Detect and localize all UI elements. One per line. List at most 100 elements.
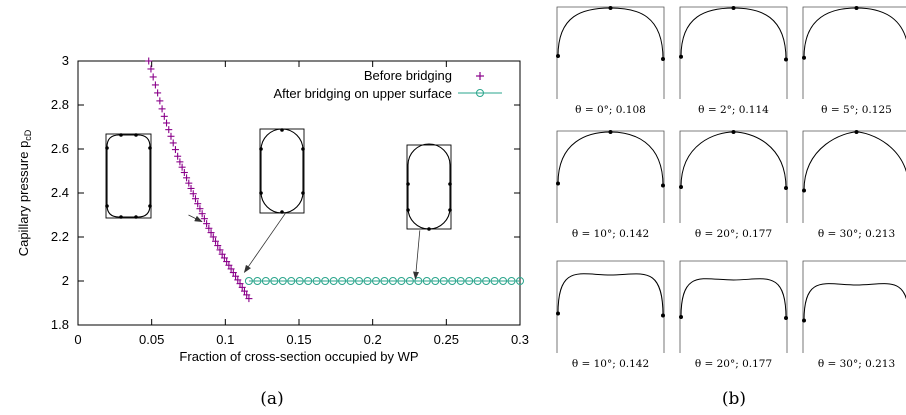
contact-point-top <box>731 130 736 134</box>
pore-wall <box>679 260 788 343</box>
contact-point-top <box>608 6 613 10</box>
point-before-bridging <box>220 254 228 262</box>
point-before-bridging <box>151 81 159 89</box>
legend-marker-circle-line <box>458 89 502 97</box>
pore-wall <box>556 6 665 89</box>
meniscus-curve <box>680 278 787 319</box>
legend-marker-plus <box>476 72 484 80</box>
panel-label: θ = 20°; 0.177 <box>695 358 772 370</box>
point-before-bridging <box>176 158 184 166</box>
contact-point-right <box>661 183 665 188</box>
legend-label-before-bridging: Before bridging <box>364 68 452 83</box>
point-after-bridging <box>304 277 313 285</box>
point-before-bridging <box>238 283 246 291</box>
point-after-bridging <box>321 277 330 285</box>
point-after-bridging <box>405 277 414 285</box>
diagram-panel: θ = 30°; 0.213 <box>802 130 906 240</box>
point-after-bridging <box>422 277 431 285</box>
x-axis-ticks: 0 0.05 0.1 0.15 0.2 0.25 0.3 <box>74 61 529 347</box>
contact-point-left <box>679 185 683 189</box>
contact-point-left <box>679 315 683 319</box>
contact-point-left <box>556 54 560 58</box>
pore-wall <box>802 260 906 343</box>
contact-point-right <box>661 313 665 318</box>
diagram-panel: θ = 10°; 0.142 <box>556 260 665 370</box>
x-tick-label: 0 <box>74 332 81 347</box>
pore-wall <box>679 130 788 213</box>
annotation-arrow <box>243 212 287 274</box>
diagram-b: θ = 0°; 0.108 θ = 2°; 0.114 θ = 5°; 0.125 θ… <box>556 6 906 370</box>
x-tick-label: 0.05 <box>139 332 164 347</box>
point-after-bridging <box>431 277 440 285</box>
annotation-arrows <box>188 212 421 280</box>
inset-bridged-shape <box>406 143 452 231</box>
y-tick-label: 2 <box>62 273 69 288</box>
point-before-bridging <box>185 179 193 187</box>
annotation-arrow <box>188 214 203 223</box>
point-after-bridging <box>371 277 380 285</box>
point-before-bridging <box>189 190 197 198</box>
annotation-arrow <box>413 230 421 280</box>
point-before-bridging <box>218 250 226 258</box>
y-axis-ticks: 1.8 2 2.2 2.4 2.6 2.8 3 <box>51 53 520 332</box>
point-before-bridging <box>158 105 166 113</box>
contact-point-top <box>854 6 859 10</box>
point-after-bridging <box>261 277 270 285</box>
diagram-panel: θ = 30°; 0.213 <box>802 260 906 370</box>
point-before-bridging <box>227 265 235 273</box>
contact-point-left <box>802 55 806 60</box>
point-after-bridging <box>507 277 516 285</box>
point-after-bridging <box>456 277 465 285</box>
point-after-bridging <box>278 277 287 285</box>
point-after-bridging <box>244 277 253 285</box>
point-after-bridging <box>490 277 499 285</box>
point-after-bridging <box>473 277 482 285</box>
point-after-bridging <box>448 277 457 285</box>
meniscus-curve <box>557 7 664 60</box>
contact-point-top <box>731 6 736 10</box>
contact-point-left <box>802 318 806 323</box>
y-axis-label: Capillary pressure pcD <box>16 129 33 256</box>
meniscus-curve <box>803 131 906 191</box>
contact-point-right <box>784 57 788 62</box>
point-after-bridging <box>499 277 508 285</box>
y-axis-label-subscript: cD <box>23 129 33 141</box>
meniscus-curve <box>557 131 664 186</box>
point-before-bridging <box>183 174 191 182</box>
panel-label: θ = 30°; 0.213 <box>818 228 895 240</box>
meniscus-curve <box>680 131 787 189</box>
caption-a: (a) <box>260 389 283 409</box>
point-before-bridging <box>223 258 231 266</box>
point-before-bridging <box>234 276 242 284</box>
point-after-bridging <box>397 277 406 285</box>
point-before-bridging <box>236 280 244 288</box>
point-before-bridging <box>174 152 182 160</box>
point-after-bridging <box>346 277 355 285</box>
point-before-bridging <box>180 169 188 177</box>
pore-wall <box>802 130 906 213</box>
point-before-bridging <box>191 195 199 203</box>
point-before-bridging <box>196 205 204 213</box>
panel-label: θ = 5°; 0.125 <box>821 104 892 116</box>
contact-point-left <box>679 54 683 59</box>
point-before-bridging <box>207 229 215 237</box>
y-tick-label: 2.8 <box>51 97 69 112</box>
point-before-bridging <box>205 224 213 232</box>
point-before-bridging <box>212 237 220 245</box>
x-tick-label: 0.1 <box>216 332 234 347</box>
panel-label: θ = 10°; 0.142 <box>572 228 649 240</box>
point-after-bridging <box>295 277 304 285</box>
y-tick-label: 2.6 <box>51 141 69 156</box>
y-tick-label: 1.8 <box>51 317 69 332</box>
point-before-bridging <box>203 220 211 228</box>
point-before-bridging <box>160 112 168 120</box>
point-before-bridging <box>225 261 233 269</box>
legend: Before bridging After bridging on upper … <box>274 68 502 101</box>
meniscus-curve <box>680 7 787 60</box>
diagram-panel: θ = 10°; 0.142 <box>556 130 665 240</box>
point-before-bridging <box>156 97 164 105</box>
point-before-bridging <box>145 57 153 65</box>
point-before-bridging <box>147 65 155 73</box>
chart-a: 0 0.05 0.1 0.15 0.2 0.25 0.3 1.8 2 2.2 2.4 2.6 2.8 3… <box>16 53 529 364</box>
point-before-bridging <box>169 139 177 147</box>
